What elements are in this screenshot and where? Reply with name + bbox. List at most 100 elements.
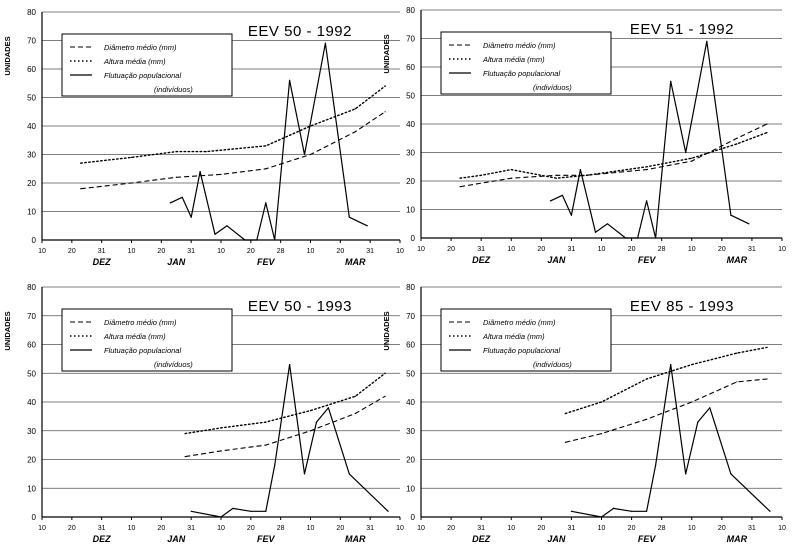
x-tick-label: 31 (748, 246, 756, 253)
legend-label: (indivíduos) (533, 83, 572, 92)
y-tick-label: 40 (27, 398, 36, 407)
legend-box (440, 31, 612, 95)
data-point-dotted (646, 378, 648, 380)
data-point-solid (745, 487, 747, 489)
data-point-solid (169, 202, 171, 204)
x-tick-label: 10 (417, 525, 425, 532)
data-point-solid (769, 510, 771, 512)
x-tick-label: 20 (336, 525, 344, 532)
legend-label: Flutuação populacional (483, 346, 560, 355)
x-tick-label: 31 (477, 525, 485, 532)
y-axis-title: UNIDADES (3, 311, 12, 350)
data-point-solid (387, 510, 389, 512)
legend-box (61, 33, 233, 97)
y-tick-label: 20 (406, 456, 415, 465)
x-tick-label: 20 (157, 525, 165, 532)
x-tick-label: 10 (778, 246, 786, 253)
data-point-dotted (309, 410, 312, 412)
data-point-dashed (766, 378, 768, 380)
x-tick-label: 31 (366, 248, 374, 255)
legend-label: (indivíduos) (533, 360, 572, 369)
data-point-dotted (130, 156, 133, 158)
y-tick-label: 20 (27, 456, 36, 465)
month-label: MAR (727, 534, 748, 544)
legend-label: Flutuação populacional (104, 346, 181, 355)
x-tick-label: 20 (68, 248, 76, 255)
chart-title: EEV 50 - 1993 (248, 298, 352, 315)
data-point-solid (730, 214, 732, 216)
y-tick-label: 60 (27, 65, 36, 74)
y-axis-title: UNIDADES (3, 36, 12, 75)
data-point-solid (303, 473, 306, 475)
x-tick-label: 28 (277, 525, 285, 532)
chart-title: EEV 85 - 1993 (630, 298, 734, 315)
data-point-dashed (220, 450, 222, 452)
y-tick-label: 70 (406, 312, 415, 321)
data-point-dotted (175, 151, 177, 153)
data-point-dashed (265, 168, 267, 170)
y-tick-label: 30 (406, 427, 415, 436)
x-tick-label: 10 (217, 525, 225, 532)
data-point-dotted (384, 372, 386, 374)
x-tick-label: 20 (247, 525, 255, 532)
data-point-dashed (130, 182, 133, 184)
legend-label: Altura média (mm) (103, 57, 166, 66)
x-tick-label: 31 (748, 525, 756, 532)
series-line-dashed (185, 395, 386, 458)
data-point-solid (685, 473, 687, 475)
legend-label: Altura média (mm) (103, 332, 166, 341)
data-point-solid (265, 202, 267, 204)
data-point-solid (730, 473, 732, 475)
legend-label: (indivíduos) (154, 360, 193, 369)
x-tick-label: 10 (507, 246, 515, 253)
data-point-solid (256, 239, 258, 241)
series-line-solid (571, 364, 771, 518)
x-tick-label: 10 (688, 525, 696, 532)
y-tick-label: 60 (406, 341, 415, 350)
y-tick-label: 40 (27, 122, 36, 131)
chart-title: EEV 51 - 1992 (630, 21, 734, 38)
x-tick-label: 28 (277, 248, 285, 255)
x-tick-label: 20 (336, 248, 344, 255)
data-point-dashed (175, 176, 177, 178)
data-point-solid (274, 464, 276, 466)
data-point-dashed (220, 173, 222, 175)
data-point-solid (670, 364, 672, 366)
x-tick-label: 20 (718, 246, 726, 253)
data-point-solid (631, 510, 633, 512)
data-point-solid (327, 407, 329, 409)
x-tick-label: 31 (568, 246, 576, 253)
month-label: JAN (167, 534, 186, 544)
series-line-dotted (184, 372, 386, 435)
data-point-dotted (80, 162, 82, 164)
y-tick-label: 0 (411, 513, 416, 522)
y-tick-label: 50 (406, 92, 415, 101)
series-line-dotted (80, 85, 386, 164)
data-point-dashed (736, 381, 738, 383)
month-label: FEV (638, 255, 657, 265)
data-point-solid (190, 510, 192, 512)
data-point-dashed (354, 131, 356, 133)
month-label: JAN (167, 257, 186, 267)
data-point-solid (637, 237, 639, 239)
y-tick-label: 30 (27, 151, 36, 160)
data-point-solid (670, 80, 672, 82)
data-point-dashed (736, 137, 738, 139)
data-point-solid (181, 196, 183, 198)
series-line-dashed (565, 378, 768, 443)
data-point-solid (348, 473, 350, 475)
y-tick-label: 80 (406, 6, 415, 15)
x-tick-label: 20 (537, 246, 545, 253)
data-point-solid (348, 216, 350, 218)
chart-title: EEV 50 - 1992 (248, 23, 352, 40)
month-label: FEV (257, 534, 276, 544)
x-tick-label: 31 (477, 246, 485, 253)
x-tick-label: 28 (658, 246, 666, 253)
data-point-solid (570, 214, 573, 216)
legend-label: Flutuação populacional (483, 69, 560, 78)
data-point-solid (324, 42, 326, 44)
data-point-solid (250, 510, 252, 512)
data-point-solid (315, 421, 318, 423)
